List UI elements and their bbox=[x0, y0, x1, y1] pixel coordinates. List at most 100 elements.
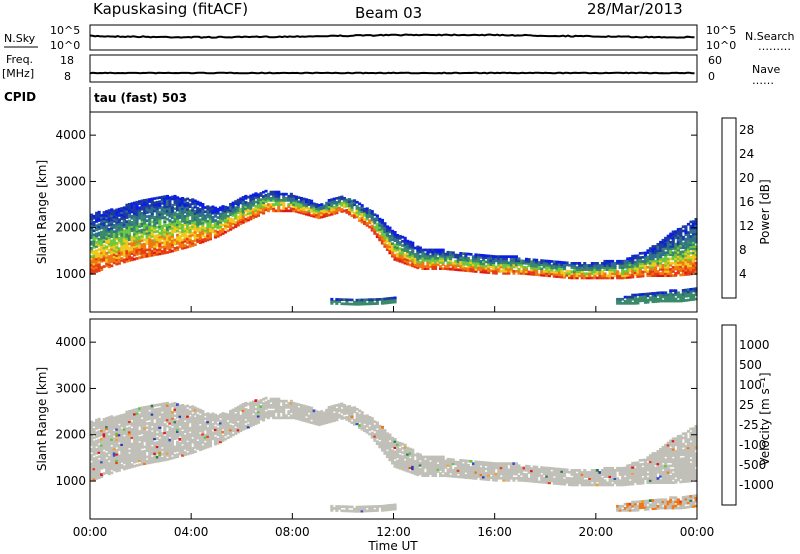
power-cell bbox=[621, 272, 625, 276]
power-cell bbox=[112, 257, 116, 261]
velocity-cell bbox=[375, 423, 379, 427]
power-cell bbox=[320, 215, 324, 219]
power-cell bbox=[153, 238, 157, 242]
velocity-cell bbox=[127, 410, 131, 413]
power-cell bbox=[547, 266, 551, 269]
velocity-cell bbox=[388, 437, 392, 441]
velocity-cell bbox=[163, 446, 167, 449]
velocity-cell bbox=[196, 447, 200, 450]
velocity-cell bbox=[206, 433, 210, 436]
power-cell bbox=[135, 232, 139, 235]
velocity-cell bbox=[231, 429, 235, 433]
velocity-cell bbox=[173, 401, 177, 405]
velocity-cell bbox=[183, 405, 187, 408]
power-cell bbox=[170, 235, 174, 238]
power-cell bbox=[208, 208, 212, 212]
power-cell bbox=[575, 270, 579, 273]
power-data-layer bbox=[90, 189, 698, 306]
power-cell bbox=[264, 189, 268, 193]
velocity-cell bbox=[135, 407, 139, 411]
velocity-cell bbox=[201, 432, 205, 436]
power-cell bbox=[421, 248, 425, 252]
velocity-cell bbox=[383, 452, 387, 455]
power-cell bbox=[332, 197, 336, 201]
power-cell bbox=[105, 260, 109, 263]
power-cell bbox=[100, 255, 104, 259]
power-cell bbox=[254, 192, 258, 195]
power-cell bbox=[92, 221, 96, 224]
power-cell bbox=[310, 214, 314, 217]
velocity-cell bbox=[398, 458, 402, 462]
velocity-cell bbox=[178, 413, 182, 416]
power-cell bbox=[512, 272, 516, 275]
power-cell bbox=[256, 201, 260, 205]
velocity-cell bbox=[168, 447, 172, 450]
velocity-cell bbox=[206, 441, 210, 445]
power-cell bbox=[590, 270, 594, 273]
velocity-cell bbox=[105, 444, 109, 447]
velocity-cell bbox=[155, 441, 159, 444]
velocity-cell bbox=[130, 446, 134, 450]
power-cell bbox=[388, 299, 392, 302]
power-cell bbox=[664, 251, 668, 255]
velocity-cell bbox=[254, 422, 258, 425]
velocity-cell bbox=[358, 419, 362, 423]
velocity-cell bbox=[181, 447, 185, 451]
velocity-cell bbox=[122, 423, 126, 427]
power-cell bbox=[138, 241, 142, 245]
power-cell bbox=[479, 260, 483, 263]
power-cell bbox=[130, 248, 134, 251]
velocity-cell bbox=[165, 433, 169, 436]
velocity-cell bbox=[90, 429, 94, 432]
power-cell bbox=[135, 242, 139, 246]
velocity-cell bbox=[221, 412, 225, 415]
power-cell bbox=[552, 275, 556, 278]
power-cell bbox=[676, 232, 680, 235]
velocity-cell bbox=[153, 414, 157, 418]
velocity-cell bbox=[90, 456, 94, 459]
power-cell bbox=[163, 203, 167, 207]
power-cell bbox=[191, 208, 195, 212]
power-cell bbox=[332, 210, 336, 213]
velocity-cell bbox=[176, 444, 180, 448]
velocity-cell bbox=[115, 448, 119, 452]
power-cell bbox=[552, 262, 556, 266]
power-cell bbox=[694, 257, 698, 261]
power-cell bbox=[674, 293, 678, 297]
power-cell bbox=[611, 268, 615, 271]
velocity-cell bbox=[348, 405, 352, 408]
power-cell bbox=[350, 203, 354, 207]
velocity-cell bbox=[234, 407, 238, 410]
power-cell bbox=[120, 225, 124, 229]
power-cell bbox=[428, 261, 432, 264]
power-cell bbox=[396, 254, 400, 258]
power-cell bbox=[563, 271, 567, 275]
velocity-cell bbox=[125, 437, 129, 441]
velocity-cell bbox=[418, 457, 422, 461]
power-cell bbox=[568, 270, 572, 273]
power-cell bbox=[689, 294, 693, 297]
power-cell bbox=[373, 230, 377, 233]
power-cell bbox=[638, 270, 642, 274]
velocity-cell bbox=[196, 420, 200, 423]
power-cell bbox=[115, 262, 119, 266]
velocity-cell bbox=[176, 403, 180, 406]
power-cell bbox=[90, 219, 94, 223]
power-cell bbox=[143, 238, 147, 242]
velocity-cell bbox=[112, 449, 116, 453]
power-cell bbox=[590, 266, 594, 269]
power-cell bbox=[373, 225, 377, 229]
velocity-cell bbox=[393, 440, 397, 443]
velocity-cell bbox=[158, 428, 162, 431]
velocity-cell bbox=[130, 455, 134, 458]
power-cell bbox=[636, 254, 640, 258]
velocity-cell bbox=[393, 442, 397, 445]
noise-right-tick-low: 10^0 bbox=[706, 39, 736, 52]
power-cell bbox=[603, 272, 607, 276]
power-cell bbox=[317, 212, 321, 215]
power-cell bbox=[679, 297, 683, 301]
velocity-cell bbox=[173, 431, 177, 434]
velocity-cell bbox=[90, 449, 94, 453]
velocity-cell bbox=[170, 410, 174, 414]
power-cell bbox=[299, 201, 303, 204]
